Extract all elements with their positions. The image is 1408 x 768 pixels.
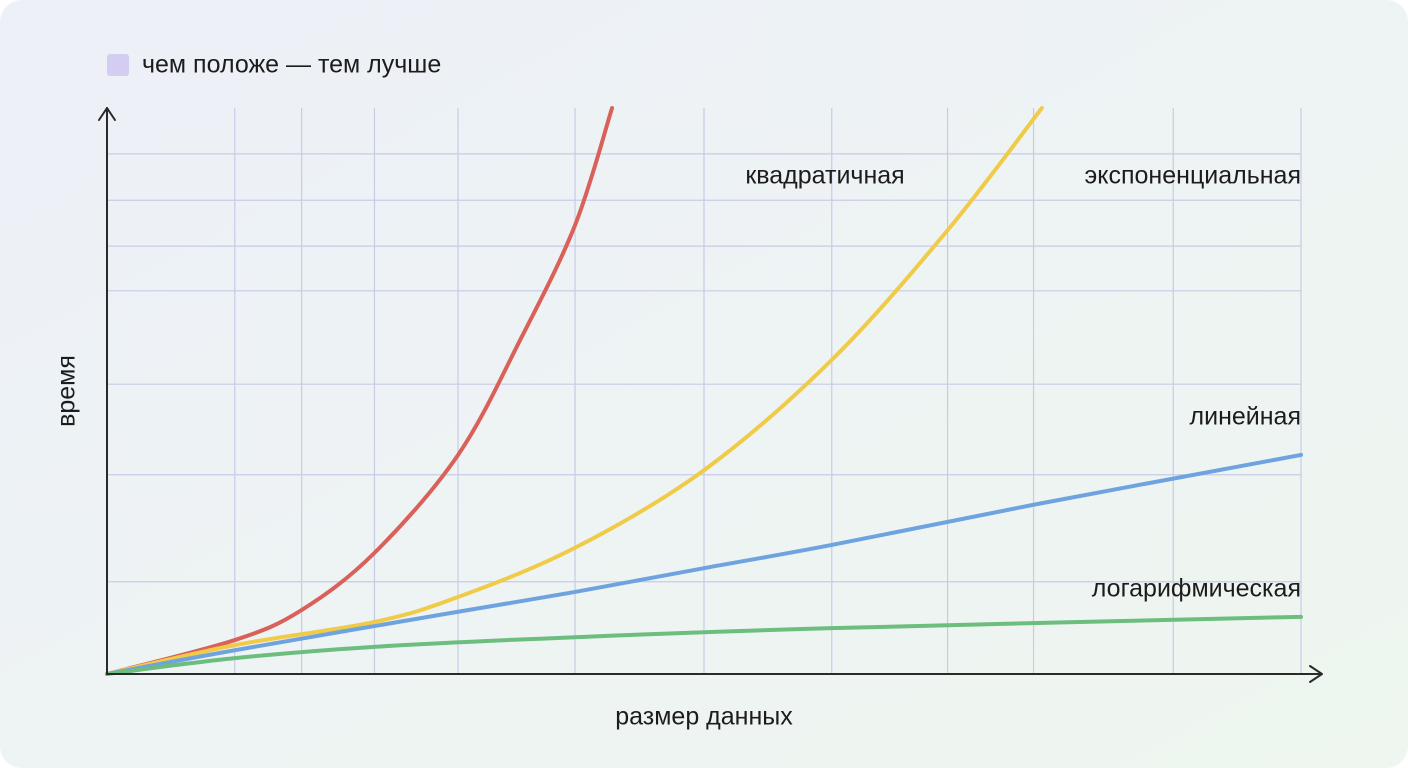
legend-swatch — [107, 54, 129, 76]
y-axis-label: время — [53, 355, 81, 427]
x-axis-arrow — [1309, 665, 1323, 683]
series-labels: квадратичная экспоненциальная линейная лога… — [745, 162, 1301, 603]
series-label: экспоненциальная — [1085, 162, 1301, 190]
series-label: логарифмическая — [1092, 575, 1301, 603]
axes — [98, 107, 1323, 683]
grid — [107, 108, 1302, 674]
series-line — [105, 614, 1303, 676]
series-line — [105, 106, 615, 676]
plot-lines — [105, 106, 1303, 676]
series-label: линейная — [1190, 403, 1301, 431]
legend-text: чем положе — тем лучше — [142, 51, 441, 79]
x-axis-label: размер данных — [615, 703, 793, 731]
series-line — [105, 452, 1303, 676]
series-line — [105, 106, 1044, 676]
y-axis-arrow — [98, 107, 116, 121]
series-label: квадратичная — [745, 162, 904, 190]
